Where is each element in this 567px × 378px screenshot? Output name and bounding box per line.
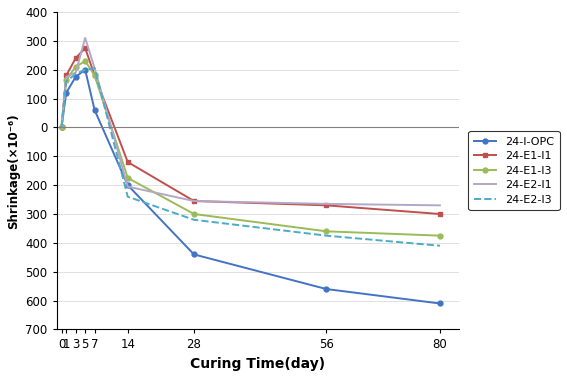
24-E1-I1 xyxy=(73,56,79,60)
24-E1-I1 xyxy=(91,73,98,78)
24-I-OPC xyxy=(63,90,70,95)
24-E1-I3 xyxy=(58,125,65,130)
24-E2-I3 xyxy=(82,67,88,72)
24-I-OPC xyxy=(437,301,443,306)
24-E2-I3 xyxy=(323,233,330,238)
24-E1-I1 xyxy=(63,73,70,78)
24-E2-I3 xyxy=(58,125,65,130)
Line: 24-E2-I1: 24-E2-I1 xyxy=(61,38,440,205)
24-E2-I1 xyxy=(437,203,443,208)
24-E2-I3 xyxy=(73,72,79,76)
24-E2-I3 xyxy=(124,194,131,199)
24-E2-I1 xyxy=(124,184,131,189)
24-E2-I1 xyxy=(82,36,88,40)
24-I-OPC xyxy=(323,287,330,291)
24-E2-I1 xyxy=(91,66,98,71)
24-E1-I3 xyxy=(73,65,79,69)
24-E1-I1 xyxy=(82,46,88,50)
24-E1-I3 xyxy=(91,73,98,78)
24-E1-I1 xyxy=(437,212,443,216)
24-I-OPC xyxy=(91,108,98,112)
24-E1-I3 xyxy=(191,212,197,216)
24-I-OPC xyxy=(73,74,79,79)
24-E1-I1 xyxy=(191,199,197,203)
24-E2-I1 xyxy=(73,70,79,75)
X-axis label: Curing Time(day): Curing Time(day) xyxy=(191,357,325,371)
Legend: 24-I-OPC, 24-E1-I1, 24-E1-I3, 24-E2-I1, 24-E2-I3: 24-I-OPC, 24-E1-I1, 24-E1-I3, 24-E2-I1, … xyxy=(468,131,560,210)
24-E2-I1 xyxy=(63,74,70,79)
Line: 24-E2-I3: 24-E2-I3 xyxy=(61,68,440,246)
24-E2-I3 xyxy=(437,243,443,248)
24-E2-I3 xyxy=(191,217,197,222)
24-I-OPC xyxy=(124,183,131,187)
Y-axis label: Shrinkage(×10⁻⁶): Shrinkage(×10⁻⁶) xyxy=(7,113,20,229)
24-E1-I3 xyxy=(63,77,70,82)
Line: 24-E1-I3: 24-E1-I3 xyxy=(59,59,442,238)
24-E2-I3 xyxy=(63,79,70,84)
24-E1-I3 xyxy=(124,176,131,180)
24-E1-I1 xyxy=(124,160,131,164)
24-E1-I3 xyxy=(323,229,330,234)
24-I-OPC xyxy=(191,252,197,257)
Line: 24-I-OPC: 24-I-OPC xyxy=(59,67,442,306)
24-E2-I1 xyxy=(58,125,65,130)
24-E1-I3 xyxy=(437,233,443,238)
24-E2-I3 xyxy=(91,66,98,71)
24-I-OPC xyxy=(58,125,65,130)
24-E2-I1 xyxy=(323,201,330,206)
24-E1-I3 xyxy=(82,59,88,63)
24-E1-I1 xyxy=(58,125,65,130)
Line: 24-E1-I1: 24-E1-I1 xyxy=(59,46,442,217)
24-E1-I1 xyxy=(323,203,330,208)
24-I-OPC xyxy=(82,67,88,72)
24-E2-I1 xyxy=(191,199,197,203)
